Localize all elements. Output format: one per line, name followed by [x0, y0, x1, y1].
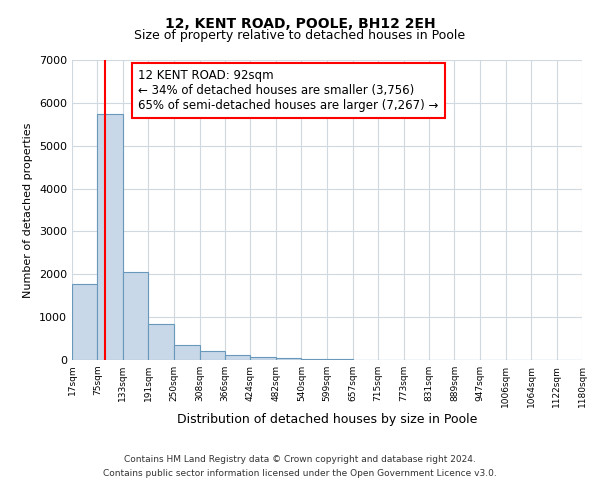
Text: Size of property relative to detached houses in Poole: Size of property relative to detached ho…: [134, 29, 466, 42]
Text: 12 KENT ROAD: 92sqm
← 34% of detached houses are smaller (3,756)
65% of semi-det: 12 KENT ROAD: 92sqm ← 34% of detached ho…: [139, 69, 439, 112]
Bar: [72, 284, 97, 360]
X-axis label: Distribution of detached houses by size in Poole: Distribution of detached houses by size …: [177, 412, 477, 426]
Bar: [200, 350, 225, 360]
Bar: [174, 345, 200, 360]
Text: Contains public sector information licensed under the Open Government Licence v3: Contains public sector information licen…: [103, 469, 497, 478]
Bar: [225, 356, 250, 360]
Bar: [123, 272, 148, 360]
Bar: [301, 359, 327, 360]
Bar: [276, 358, 301, 360]
Text: 12, KENT ROAD, POOLE, BH12 2EH: 12, KENT ROAD, POOLE, BH12 2EH: [164, 18, 436, 32]
Bar: [97, 114, 123, 360]
Bar: [148, 324, 174, 360]
Bar: [250, 358, 276, 360]
Y-axis label: Number of detached properties: Number of detached properties: [23, 122, 34, 298]
Text: Contains HM Land Registry data © Crown copyright and database right 2024.: Contains HM Land Registry data © Crown c…: [124, 456, 476, 464]
